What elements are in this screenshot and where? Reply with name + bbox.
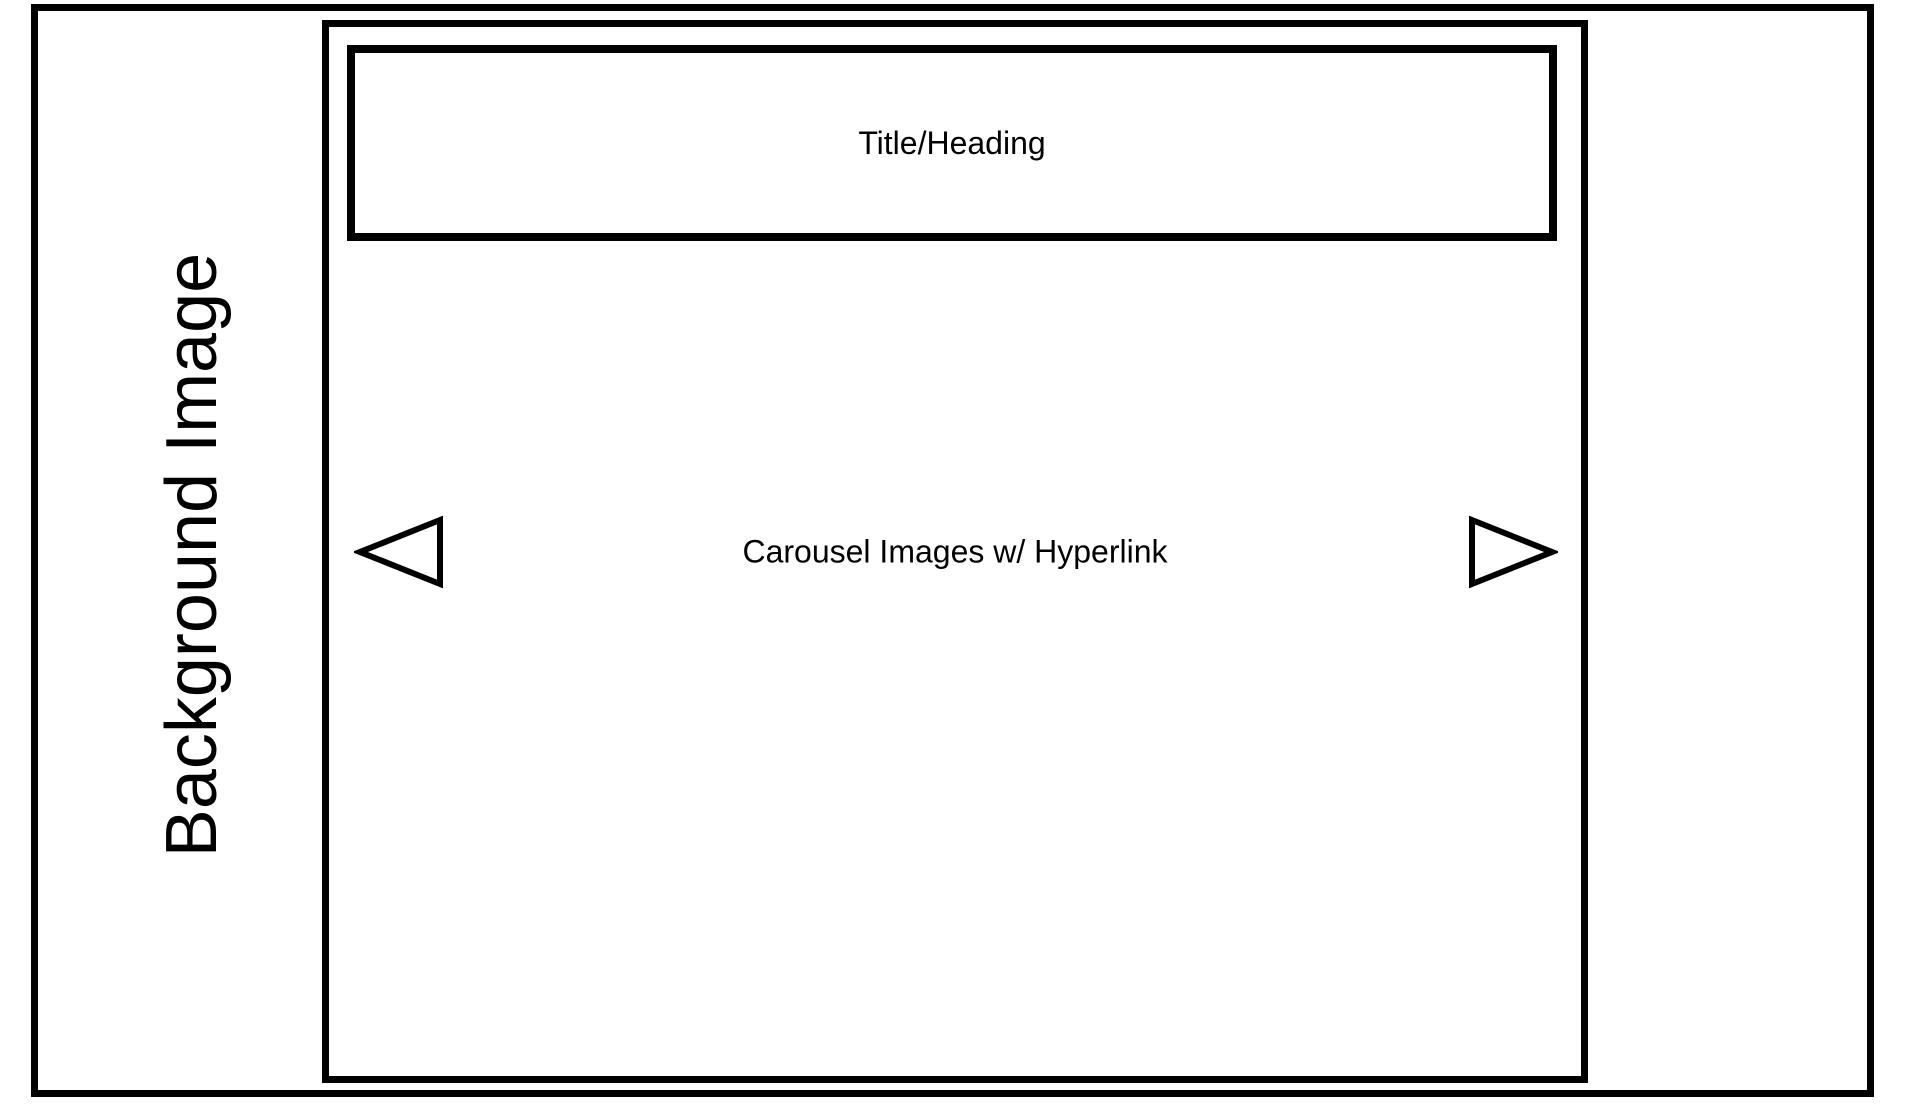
triangle-left-icon bbox=[351, 515, 443, 589]
carousel-images-label[interactable]: Carousel Images w/ Hyperlink bbox=[742, 533, 1168, 570]
title-heading-label: Title/Heading bbox=[858, 124, 1046, 161]
background-image-label: Background Image bbox=[152, 252, 232, 858]
triangle-right-icon bbox=[1469, 515, 1561, 589]
title-heading-box: Title/Heading bbox=[347, 45, 1557, 241]
carousel-prev-button[interactable] bbox=[351, 515, 446, 589]
carousel-next-button[interactable] bbox=[1466, 515, 1561, 589]
